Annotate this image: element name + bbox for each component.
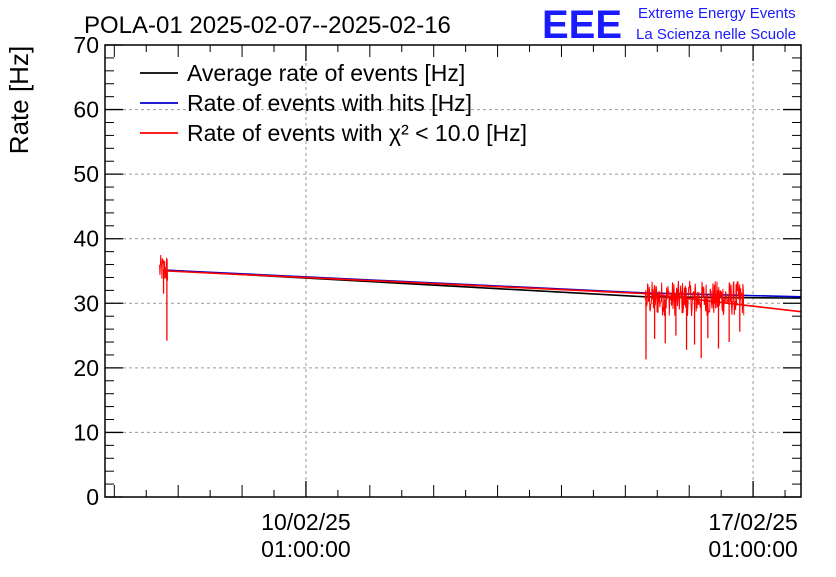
y-tick-label-70: 70 [73, 32, 99, 58]
x-tick-label-date-0: 10/02/25 [261, 509, 351, 535]
legend: Average rate of events [Hz] Rate of event… [140, 60, 527, 146]
data-layer [159, 254, 802, 360]
y-tick-label-10: 10 [73, 419, 99, 445]
burst-trace-0 [159, 254, 169, 281]
grid-layer [105, 45, 801, 497]
y-tick-label-0: 0 [86, 484, 99, 510]
eee-logo: EEE Extreme Energy Events La Scienza nel… [542, 3, 796, 47]
y-tick-label-40: 40 [73, 226, 99, 252]
x-tick-label-time-1: 01:00:00 [708, 536, 798, 562]
axis-layer: 01020304050607010/02/2501:00:0017/02/250… [73, 32, 801, 562]
legend-label-1: Rate of events with hits [Hz] [187, 90, 472, 116]
y-tick-label-60: 60 [73, 97, 99, 123]
plot-frame [104, 44, 802, 498]
y-tick-label-30: 30 [73, 290, 99, 316]
y-axis-label: Rate [Hz] [4, 46, 34, 154]
y-tick-label-50: 50 [73, 161, 99, 187]
chart-title: POLA-01 2025-02-07--2025-02-16 [84, 12, 451, 39]
burst-trace-1 [644, 280, 745, 317]
y-tick-label-20: 20 [73, 355, 99, 381]
legend-label-0: Average rate of events [Hz] [187, 60, 465, 86]
x-tick-label-date-1: 17/02/25 [708, 509, 798, 535]
logo-line-1: Extreme Energy Events [638, 5, 796, 22]
legend-label-2: Rate of events with χ² < 10.0 [Hz] [187, 120, 527, 146]
logo-line-2: La Scienza nelle Scuole [636, 26, 796, 43]
x-tick-label-time-0: 01:00:00 [261, 536, 351, 562]
logo-eee: EEE [542, 3, 622, 47]
